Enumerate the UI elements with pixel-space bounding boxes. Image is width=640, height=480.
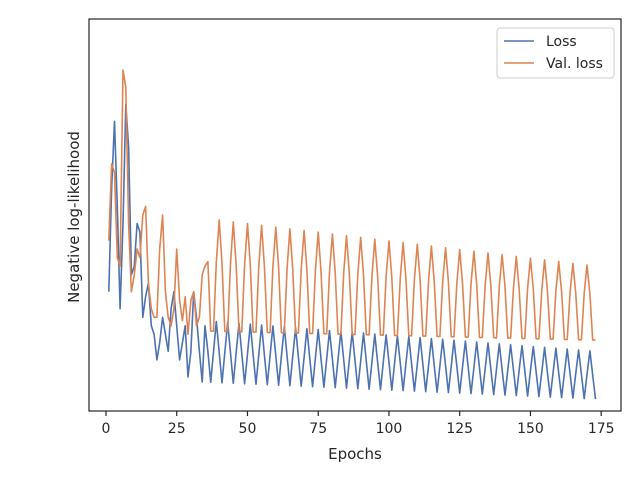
series-line-val-loss [108,69,596,341]
x-ticks: 0 25 50 75 100 125 150 175 [102,411,615,437]
plot-frame [88,18,622,412]
x-tick-label: 75 [309,421,327,437]
x-tick-label: 0 [102,421,111,437]
x-tick-label: 150 [517,421,544,437]
x-axis-label: Epochs [328,445,382,463]
legend-label-loss: Loss [546,34,577,50]
x-tick-label: 100 [376,421,403,437]
legend: Loss Val. loss [496,27,615,79]
series-layer [108,69,597,400]
x-tick-label: 25 [168,421,186,437]
x-tick-label: 50 [239,421,257,437]
x-tick-label: 175 [588,421,615,437]
y-axis-label: Negative log-likelihood [65,131,83,303]
legend-label-val-loss: Val. loss [546,56,603,72]
x-tick-label: 125 [446,421,473,437]
